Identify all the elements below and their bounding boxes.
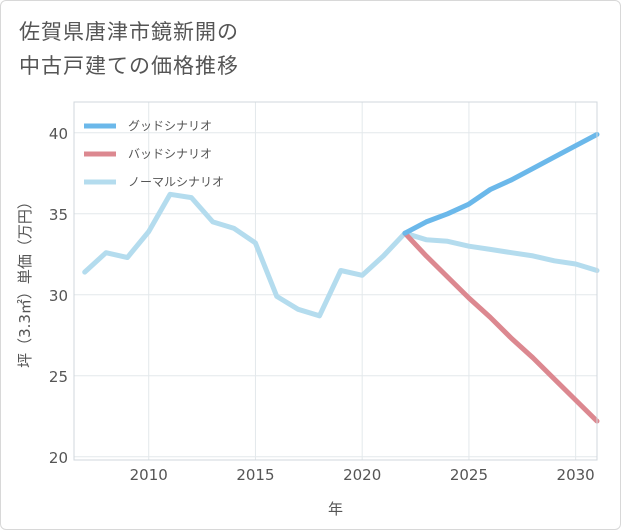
legend-label: ノーマルシナリオ (128, 175, 224, 189)
y-tick-label: 30 (49, 287, 68, 305)
x-tick-label: 2010 (130, 466, 168, 484)
legend-good: グッドシナリオ (84, 119, 212, 133)
good-scenario-line (402, 131, 600, 236)
chart-title-line-2: 中古戸建ての価格推移 (19, 54, 239, 78)
legend-label: グッドシナリオ (128, 119, 212, 133)
y-tick-label: 40 (49, 125, 68, 143)
x-tick-label: 2025 (450, 466, 488, 484)
grid (74, 102, 597, 460)
y-tick-label: 20 (49, 449, 68, 467)
y-tick-label: 35 (49, 206, 68, 224)
x-tick-label: 2030 (557, 466, 595, 484)
legend-normal: ノーマルシナリオ (84, 175, 224, 189)
legend-bad: バッドシナリオ (84, 147, 212, 161)
x-tick-label: 2020 (343, 466, 381, 484)
normal-scenario-line (82, 191, 600, 319)
y-axis-label: 坪（3.3㎡）単価（万円） (16, 194, 34, 368)
x-axis-label: 年 (328, 500, 343, 518)
chart-title: 佐賀県唐津市鏡新開の 中古戸建ての価格推移 (19, 15, 239, 83)
bad-scenario-line (402, 230, 600, 424)
x-tick-label: 2015 (236, 466, 274, 484)
legend-label: バッドシナリオ (128, 147, 212, 161)
chart-title-line-1: 佐賀県唐津市鏡新開の (19, 20, 239, 44)
plot-area (73, 101, 598, 461)
series-lines (82, 131, 600, 424)
y-tick-label: 25 (49, 368, 68, 386)
